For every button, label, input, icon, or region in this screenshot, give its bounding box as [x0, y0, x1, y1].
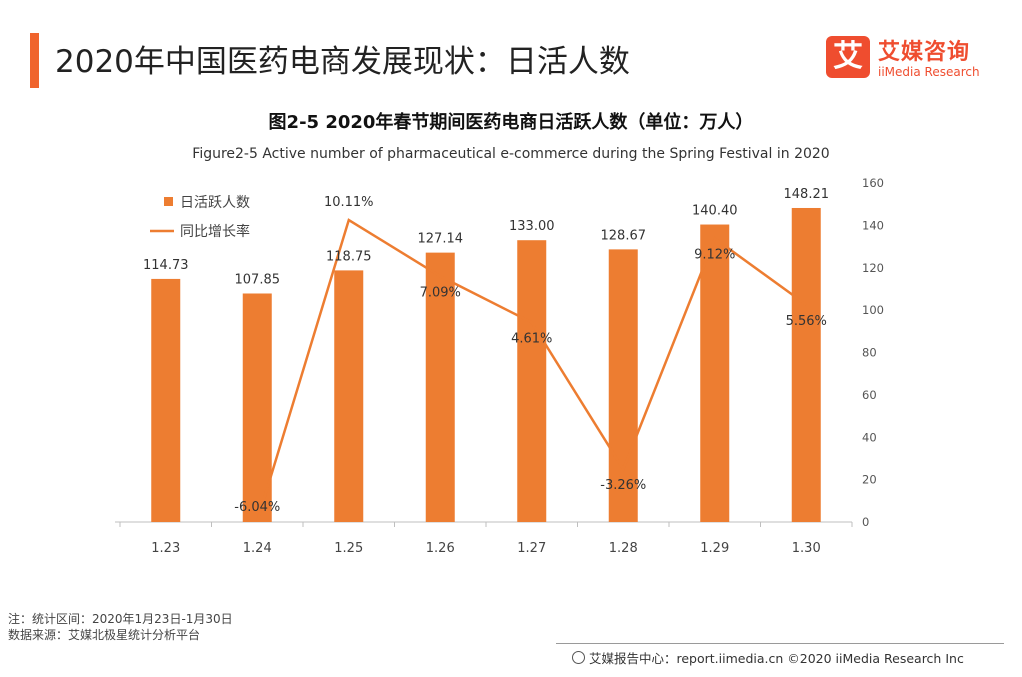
- y-tick-label: 80: [862, 346, 877, 360]
- line-data-label: 9.12%: [694, 247, 735, 262]
- x-tick-label: 1.29: [700, 541, 729, 556]
- x-tick-label: 1.27: [517, 541, 546, 556]
- bar-data-label: 114.73: [143, 258, 189, 273]
- bar-data-label: 118.75: [326, 249, 372, 264]
- title-accent-bar: [30, 33, 39, 88]
- chart-area: 0 20 40 60 80 100 120 140 160 114.73 107.85 118.75 1…: [115, 176, 884, 556]
- line-data-label: -6.04%: [234, 500, 280, 515]
- y-tick-label: 40: [862, 430, 877, 444]
- bar-data-label: 107.85: [235, 272, 281, 287]
- x-tick-label: 1.26: [426, 541, 455, 556]
- chart-title: 图2-5 2020年春节期间医药电商日活跃人数（单位：万人）: [268, 112, 754, 133]
- bar: [425, 252, 455, 522]
- y-tick-label: 0: [862, 515, 869, 529]
- data-source-note: 数据来源：艾媒北极星统计分析平台: [8, 628, 201, 642]
- bar: [242, 293, 272, 522]
- line-data-label: -3.26%: [600, 478, 646, 493]
- bar: [700, 224, 730, 522]
- footer-divider: [556, 643, 1004, 644]
- growth-line: [256, 218, 808, 522]
- page-title: 2020年中国医药电商发展现状：日活人数: [55, 44, 630, 80]
- line-data-label: 10.11%: [324, 195, 374, 210]
- bar-data-label: 128.67: [601, 228, 647, 243]
- bar: [791, 207, 821, 523]
- bar-data-label: 148.21: [784, 187, 830, 202]
- legend-swatch-bar: [164, 197, 173, 206]
- brand-name-en: iiMedia Research: [878, 65, 980, 79]
- y-tick-label: 160: [862, 176, 884, 190]
- y-tick-label: 20: [862, 473, 877, 487]
- y-tick-label: 140: [862, 218, 884, 232]
- x-tick-label: 1.23: [151, 541, 180, 556]
- bar: [151, 278, 181, 522]
- brand-logo: 艾 艾媒咨询 iiMedia Research: [826, 34, 996, 84]
- statistics-note: 注：统计区间：2020年1月23日-1月30日: [8, 612, 233, 626]
- x-tick-label: 1.28: [609, 541, 638, 556]
- chart-subtitle: Figure2-5 Active number of pharmaceutica…: [192, 146, 830, 162]
- x-tick-label: 1.30: [792, 541, 821, 556]
- line-data-label: 4.61%: [511, 332, 552, 347]
- legend-label: 同比增长率: [180, 223, 250, 240]
- brand-mark-icon: 艾: [826, 36, 870, 78]
- footer-copyright: 艾媒报告中心：report.iimedia.cn ©2020 iiMedia R…: [572, 648, 964, 667]
- bar: [517, 240, 547, 523]
- x-tick-label: 1.25: [334, 541, 363, 556]
- y-tick-label: 120: [862, 261, 884, 275]
- brand-name-cn: 艾媒咨询: [878, 40, 971, 65]
- globe-icon: [572, 651, 585, 664]
- bar: [334, 270, 364, 522]
- footer-copyright-text: 艾媒报告中心：report.iimedia.cn ©2020 iiMedia R…: [589, 651, 964, 666]
- legend-label: 日活跃人数: [180, 195, 250, 211]
- x-tick-label: 1.24: [243, 541, 272, 556]
- bar-data-label: 127.14: [418, 232, 464, 247]
- bar: [608, 249, 638, 522]
- line-data-label: 5.56%: [786, 314, 827, 329]
- bar-data-label: 140.40: [692, 204, 738, 219]
- line-data-label: 7.09%: [420, 285, 461, 300]
- bar-data-label: 133.00: [509, 219, 555, 234]
- y-tick-label: 100: [862, 303, 884, 317]
- y-tick-label: 60: [862, 388, 877, 402]
